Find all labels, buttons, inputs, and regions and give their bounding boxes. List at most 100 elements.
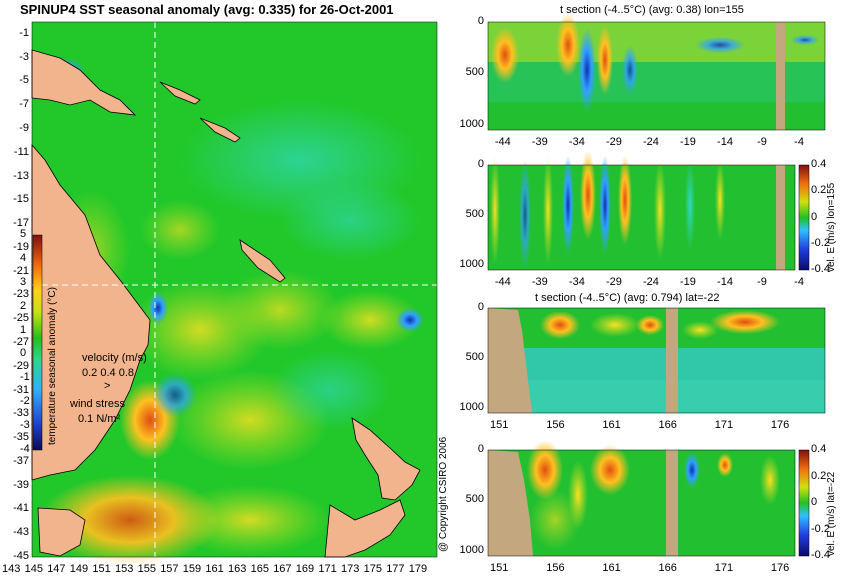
map-lat-tick-label: -13 xyxy=(13,169,29,182)
velocity-legend-scale: 0.2 0.4 0.8 xyxy=(82,367,134,379)
section-y-tick-label: 500 xyxy=(465,493,484,506)
wind-legend-label: wind stress xyxy=(70,398,126,410)
map-lon-tick-label: 153 xyxy=(115,563,134,575)
vel-lat-colorbar-label: vel. E (m/s) lat=-22 xyxy=(826,471,837,556)
section-x-tick-label: -39 xyxy=(531,276,548,288)
section-x-tick-label: 151 xyxy=(490,419,509,431)
map-colorbar-tick-label: 1 xyxy=(20,323,27,336)
map-lat-tick-label: -39 xyxy=(13,478,29,491)
map-lat-tick-label: -35 xyxy=(13,431,29,444)
section-x-tick-label: 156 xyxy=(546,562,565,574)
map-land xyxy=(31,49,421,558)
map-lon-tick-label: 143 xyxy=(2,563,21,575)
vel-colorbar-tick-label: 0 xyxy=(811,496,818,508)
map-lat-tick-label: -33 xyxy=(13,407,29,420)
section-y-tick-label: 500 xyxy=(465,66,484,79)
map-lat-tick-label: -29 xyxy=(13,359,29,372)
map-lon-tick-label: 179 xyxy=(408,563,428,575)
map-colorbar-tick-label: 4 xyxy=(20,251,27,264)
map-lon-tick-label: 147 xyxy=(47,563,66,575)
map-lon-tick-label: 165 xyxy=(250,563,269,575)
map-lon-tick-label: 155 xyxy=(137,563,156,575)
section-x-tick-label: 156 xyxy=(546,419,565,431)
t-section-lat-panel xyxy=(487,307,826,414)
section-x-tick-label: -44 xyxy=(494,276,511,288)
section-x-tick-label: 166 xyxy=(658,562,677,574)
vel-colorbar-tick-label: -0.4 xyxy=(811,263,830,275)
section-y-tick-label: 0 xyxy=(477,15,484,27)
section-y-tick-label: 500 xyxy=(465,351,484,363)
section-x-tick-label: -4 xyxy=(794,136,804,148)
section-y-tick-label: 0 xyxy=(477,301,484,313)
map-lat-tick-label: -41 xyxy=(13,502,29,515)
section-x-tick-label: 171 xyxy=(714,562,734,574)
section-y-tick-label: 1000 xyxy=(459,543,484,556)
map-colorbar-label: temperature seasonal anomaly (°C) xyxy=(47,287,58,445)
map-lat-tick-label: -45 xyxy=(13,550,29,562)
map-lat-tick-label: -25 xyxy=(13,312,29,325)
map-colorbar-tick-label: 3 xyxy=(20,275,27,288)
map-lat-tick-label: -11 xyxy=(13,145,29,158)
section-x-tick-label: -4 xyxy=(794,276,804,288)
map-colorbar-tick-label: -2 xyxy=(20,395,30,408)
wind-legend-scale: 0.1 N/m² xyxy=(78,413,121,425)
vel-colorbar-tick-label: -0.4 xyxy=(811,549,830,561)
vel-colorbar-tick-label: 0.2 xyxy=(811,184,827,197)
map-colorbar-tick-label: -4 xyxy=(20,443,30,455)
vel-section-lon-panel xyxy=(487,150,810,271)
map-lon-tick-label: 167 xyxy=(273,563,292,575)
vel-colorbar-tick-label: 0 xyxy=(811,210,818,223)
map-lat-tick-label: -3 xyxy=(19,50,29,63)
section-x-tick-label: -24 xyxy=(642,136,659,148)
section-x-tick-label: 161 xyxy=(602,419,621,431)
map-lat-tick-label: -15 xyxy=(13,193,29,206)
map-lon-tick-label: 163 xyxy=(228,563,247,575)
section-x-tick-label: -44 xyxy=(494,136,511,148)
section-x-tick-label: 171 xyxy=(714,419,734,431)
vel-colorbar-tick-label: 0.4 xyxy=(811,443,827,455)
section-y-tick-label: 500 xyxy=(465,208,484,220)
map-lat-tick-label: -31 xyxy=(13,383,29,396)
section-x-tick-label: 176 xyxy=(770,419,790,431)
section-x-tick-label: -29 xyxy=(605,136,622,148)
section-y-tick-label: 0 xyxy=(477,158,484,170)
map-lon-tick-label: 157 xyxy=(160,563,179,575)
map-lat-tick-label: -1 xyxy=(19,26,29,39)
map-lon-tick-label: 145 xyxy=(24,563,43,575)
map-lat-tick-label: -43 xyxy=(13,526,29,539)
map-title: SPINUP4 SST seasonal anomaly (avg: 0.335… xyxy=(20,2,394,17)
map-lat-tick-label: -23 xyxy=(13,288,29,301)
map-lat-tick-label: -37 xyxy=(13,454,29,467)
map-colorbar xyxy=(32,234,43,451)
map-lat-tick-label: -21 xyxy=(13,264,29,277)
section-x-tick-label: 176 xyxy=(770,562,790,574)
map-colorbar-tick-label: 2 xyxy=(20,299,27,312)
map-anomaly-field xyxy=(40,58,424,565)
vel-colorbar-tick-label: 0.2 xyxy=(811,469,827,482)
section-y-tick-label: 1000 xyxy=(459,117,484,130)
vel-colorbar-tick-label: 0.4 xyxy=(811,158,827,170)
section-y-tick-label: 1000 xyxy=(459,258,484,270)
section-x-tick-label: -9 xyxy=(757,136,767,148)
section-x-tick-label: 151 xyxy=(490,562,509,574)
map-lon-tick-label: 161 xyxy=(205,563,224,575)
vel-section-lat-panel xyxy=(487,440,810,557)
vel-lon-colorbar-label: vel. E (m/s) lon=155 xyxy=(826,182,837,272)
map-lat-tick-label: -19 xyxy=(13,240,29,253)
map-lat-tick-label: -17 xyxy=(13,217,29,230)
section-x-tick-label: -14 xyxy=(717,136,733,148)
section-x-tick-label: -9 xyxy=(757,276,767,288)
copyright-text: @ Copyright CSIRO 2006 xyxy=(438,436,449,552)
map-colorbar-tick-label: 0 xyxy=(20,347,27,360)
section-y-tick-label: 1000 xyxy=(459,401,484,413)
map-lon-tick-label: 171 xyxy=(318,563,337,575)
section-x-tick-label: -19 xyxy=(680,276,696,288)
map-panel xyxy=(31,21,438,565)
map-lat-tick-label: -7 xyxy=(19,98,29,111)
map-lat-tick-label: -27 xyxy=(13,336,29,348)
vel-lon-colorbar xyxy=(798,164,810,271)
map-colorbar-tick-label: -1 xyxy=(20,371,30,384)
map-lon-tick-label: 159 xyxy=(182,563,202,575)
section-x-tick-label: -34 xyxy=(568,136,585,148)
map-lon-tick-label: 173 xyxy=(341,563,360,575)
